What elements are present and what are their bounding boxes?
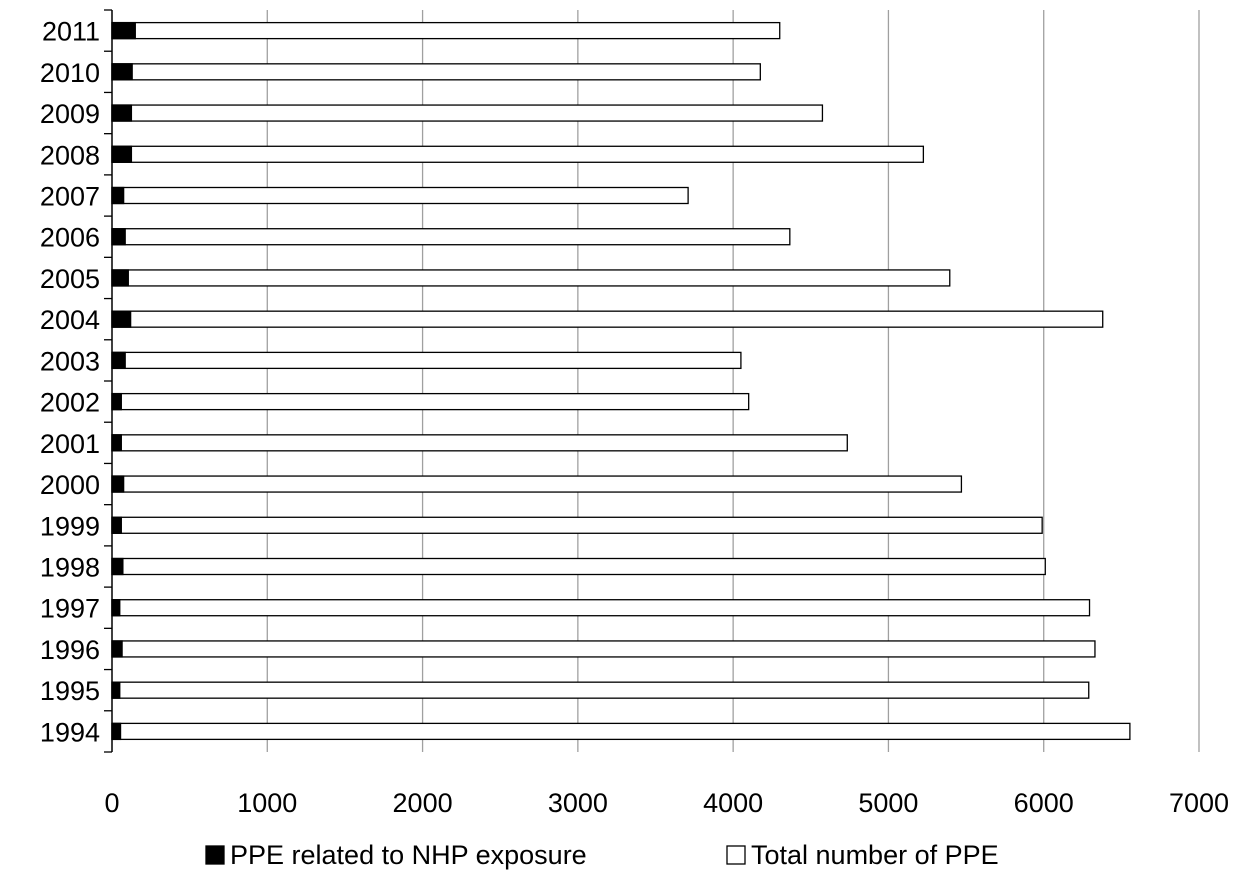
bar-nhp-1995 bbox=[111, 681, 121, 699]
bar-total-2008 bbox=[111, 145, 925, 163]
x-tick-label-1000: 1000 bbox=[237, 788, 297, 818]
bar-total-2007 bbox=[111, 186, 689, 205]
y-tick-label-1999: 1999 bbox=[40, 511, 100, 541]
y-tick-label-2004: 2004 bbox=[40, 305, 100, 335]
y-tick-label-1994: 1994 bbox=[40, 717, 100, 747]
y-tick-labels: 2011 2010 2009 2008 2007 2006 2005 2004 2003 2002… bbox=[40, 17, 100, 748]
bar-total-1998 bbox=[111, 557, 1046, 576]
legend-label: Total number of PPE bbox=[751, 840, 999, 870]
bar-nhp-2011 bbox=[111, 21, 136, 40]
bar-nhp-2008 bbox=[111, 145, 133, 163]
axes bbox=[104, 9, 113, 753]
bar-nhp-1994 bbox=[111, 722, 122, 741]
y-tick-label-1997: 1997 bbox=[40, 594, 100, 624]
x-tick-label-4000: 4000 bbox=[703, 788, 763, 818]
y-tick-label-2008: 2008 bbox=[40, 140, 100, 170]
legend: PPE related to NHP exposure Total number … bbox=[205, 840, 999, 870]
bar-nhp-2009 bbox=[111, 104, 133, 122]
bar-nhp-2007 bbox=[111, 186, 125, 205]
bar-nhp-1997 bbox=[111, 599, 121, 617]
legend-item-nhp: PPE related to NHP exposure bbox=[205, 840, 587, 870]
legend-label: PPE related to NHP exposure bbox=[230, 840, 587, 870]
x-tick-label-3000: 3000 bbox=[548, 788, 608, 818]
gridlines bbox=[266, 10, 1200, 752]
y-tick-label-2001: 2001 bbox=[40, 429, 100, 459]
y-tick-label-2002: 2002 bbox=[40, 388, 100, 418]
legend-swatch bbox=[726, 845, 746, 865]
bar-total-2001 bbox=[111, 434, 848, 452]
bar-nhp-2003 bbox=[111, 351, 126, 370]
bar-total-2009 bbox=[111, 104, 824, 122]
y-tick-label-2005: 2005 bbox=[40, 264, 100, 294]
bar-nhp-1999 bbox=[111, 516, 122, 534]
bar-total-2003 bbox=[111, 351, 742, 370]
bar-total-1999 bbox=[111, 516, 1043, 534]
bar-nhp-2000 bbox=[111, 475, 125, 493]
y-tick-label-2010: 2010 bbox=[40, 58, 100, 88]
bar-total-2010 bbox=[111, 63, 761, 81]
legend-item-total: Total number of PPE bbox=[726, 840, 999, 870]
bar-nhp-2004 bbox=[111, 310, 132, 328]
y-tick-label-2003: 2003 bbox=[40, 346, 100, 376]
bar-nhp-2006 bbox=[111, 228, 126, 246]
bar-nhp-2010 bbox=[111, 63, 133, 81]
bar-total-1996 bbox=[111, 640, 1096, 658]
bar-nhp-2001 bbox=[111, 434, 122, 452]
bar-total-1994 bbox=[111, 722, 1131, 741]
x-tick-label-5000: 5000 bbox=[858, 788, 918, 818]
bar-nhp-1996 bbox=[111, 640, 123, 658]
bar-total-2002 bbox=[111, 392, 750, 411]
y-tick-label-2009: 2009 bbox=[40, 99, 100, 129]
bar-nhp-2005 bbox=[111, 269, 129, 287]
legend-swatch bbox=[205, 845, 225, 865]
bar-total-1995 bbox=[111, 681, 1090, 699]
bar-nhp-2002 bbox=[111, 392, 122, 411]
y-tick-label-1998: 1998 bbox=[40, 553, 100, 583]
bar-total-1997 bbox=[111, 599, 1091, 617]
x-tick-label-2000: 2000 bbox=[393, 788, 453, 818]
x-tick-labels: 0 1000 2000 3000 4000 5000 6000 7000 bbox=[104, 788, 1229, 818]
y-tick-label-1996: 1996 bbox=[40, 635, 100, 665]
x-tick-label-6000: 6000 bbox=[1014, 788, 1074, 818]
x-tick-label-7000: 7000 bbox=[1169, 788, 1229, 818]
y-tick-label-2000: 2000 bbox=[40, 470, 100, 500]
x-tick-label-0: 0 bbox=[104, 788, 119, 818]
bar-total-2011 bbox=[111, 21, 781, 40]
y-tick-label-2011: 2011 bbox=[42, 17, 100, 47]
y-tick-label-2007: 2007 bbox=[40, 182, 100, 212]
y-tick-label-2006: 2006 bbox=[40, 223, 100, 253]
bar-total-2005 bbox=[111, 269, 951, 287]
bars bbox=[111, 21, 1131, 741]
bar-nhp-1998 bbox=[111, 557, 124, 576]
y-tick-label-1995: 1995 bbox=[40, 676, 100, 706]
bar-total-2000 bbox=[111, 475, 963, 493]
bar-total-2006 bbox=[111, 228, 791, 246]
bar-total-2004 bbox=[111, 310, 1104, 328]
